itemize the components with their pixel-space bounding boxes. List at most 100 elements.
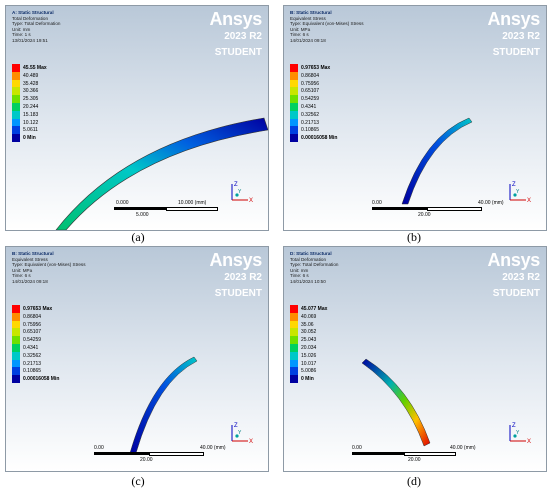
legend-swatch <box>290 118 298 127</box>
legend-swatch <box>12 367 20 376</box>
legend-value: 20.034 <box>301 344 317 351</box>
scale-left-label: 0.000 <box>116 200 129 206</box>
ansys-brand: Ansys 2023 R2 STUDENT <box>182 10 262 59</box>
scale-segment-white <box>404 452 456 456</box>
caption-a: (a) <box>131 230 145 244</box>
scale-right-label: 40.00 (mm) <box>200 445 226 451</box>
legend-value: 0.65107 <box>301 88 320 95</box>
legend-swatch <box>12 351 20 360</box>
legend-value: 0.75956 <box>23 321 42 328</box>
analysis-title: D: Static Structural <box>290 251 332 256</box>
ansys-logo: Ansys <box>209 250 262 270</box>
result-name: Equivalent Stress <box>290 15 326 21</box>
result-unit: Unit: mm <box>290 267 309 273</box>
legend-swatch <box>12 343 20 352</box>
legend-swatch <box>290 79 298 88</box>
legend-swatch <box>12 102 20 111</box>
scale-bar: 0.00 40.00 (mm) 20.00 <box>352 445 522 469</box>
legend-swatch <box>290 312 298 321</box>
ansys-version: 2023 R2 <box>224 272 262 283</box>
legend-max: 45.55 Max <box>23 65 47 71</box>
result-date: 14/01/2024 09:18 <box>290 37 326 43</box>
legend-max: 45.077 Max <box>301 306 328 312</box>
axis-triad: Z X Y <box>231 423 253 445</box>
legend-min: 0.00016058 Min <box>301 135 338 142</box>
caption-b: (b) <box>407 230 421 244</box>
legend-value: 0.21713 <box>23 360 42 367</box>
legend-swatch <box>290 336 298 344</box>
legend-swatch <box>290 343 298 352</box>
scale-bar: 0.000 10.000 (mm) 5.000 <box>114 200 218 224</box>
legend-swatch <box>12 126 20 135</box>
legend-max: 0.97653 Max <box>301 65 331 71</box>
scale-mid-label: 5.000 <box>136 212 149 218</box>
axis-x-label: X <box>249 198 253 204</box>
legend-value: 15.026 <box>301 352 317 359</box>
result-type: Type: Equivalent (von-Mises) Stress <box>290 21 364 27</box>
legend-swatch <box>290 320 298 329</box>
beam-model-b <box>401 117 473 205</box>
legend-min: 0 Min <box>23 135 36 142</box>
result-unit: Unit: MPa <box>12 267 33 273</box>
panel-a: A: Static Structural Total Deformation T… <box>5 5 269 231</box>
scale-bar: 0.00 40.00 (mm) 20.00 <box>94 445 244 469</box>
legend-swatch <box>290 359 298 368</box>
caption-c: (c) <box>131 474 145 488</box>
result-date: 14/01/2024 09:18 <box>12 278 48 284</box>
axis-z-label: Z <box>234 182 238 188</box>
legend-swatch <box>290 126 298 135</box>
scale-right-label: 10.000 (mm) <box>178 200 207 206</box>
legend-swatch <box>12 87 20 96</box>
ansys-brand: Ansys 2023 R2 STUDENT <box>182 251 262 300</box>
result-date: 13/01/2024 19:51 <box>12 37 48 43</box>
legend-swatch <box>290 305 298 313</box>
scale-segment-black <box>114 207 166 210</box>
legend-value: 0.21713 <box>301 119 320 126</box>
legend-swatch <box>290 64 298 72</box>
scale-left-label: 0.00 <box>352 445 362 451</box>
ansys-edition: STUDENT <box>214 288 262 299</box>
legend-value: 0.32562 <box>23 352 42 359</box>
legend-value: 5.0086 <box>301 368 317 375</box>
axis-x-label: X <box>249 439 253 445</box>
scale-right-label: 40.00 (mm) <box>450 445 476 451</box>
legend-swatch <box>290 95 298 103</box>
axis-y-label: Y <box>238 430 242 436</box>
legend-value: 35.06 <box>301 321 314 328</box>
scale-segment-black <box>94 452 149 455</box>
result-unit: Unit: MPa <box>290 26 311 32</box>
beam-model-c <box>129 356 198 454</box>
scale-mid-label: 20.00 <box>408 457 421 463</box>
scale-segment-black <box>352 452 404 455</box>
axis-triad: Z X Y <box>509 423 531 445</box>
scale-right-label: 40.00 (mm) <box>478 200 504 206</box>
legend-min: 0 Min <box>301 376 314 383</box>
axis-z-label: Z <box>512 423 516 429</box>
scale-segment-white <box>166 207 218 211</box>
legend-value: 30.366 <box>23 88 39 95</box>
legend-swatch <box>12 110 20 119</box>
ansys-brand: Ansys 2023 R2 STUDENT <box>460 10 540 59</box>
info-block: B: Static Structural Equivalent Stress T… <box>290 10 364 44</box>
result-time: Time: 6 s <box>290 273 309 279</box>
result-type: Type: Total Deformation <box>290 262 339 268</box>
scale-left-label: 0.00 <box>94 445 104 451</box>
legend-swatch <box>12 305 20 313</box>
legend-swatch <box>290 351 298 360</box>
legend-value: 20.244 <box>23 103 39 110</box>
legend-swatch <box>12 95 20 103</box>
legend-value: 25.043 <box>301 337 317 344</box>
legend-swatch <box>12 328 20 337</box>
ansys-version: 2023 R2 <box>224 31 262 42</box>
analysis-title: B: Static Structural <box>290 10 332 15</box>
legend-value: 10.122 <box>23 119 39 126</box>
axis-y-label: Y <box>238 189 242 195</box>
info-block: D: Static Structural Total Deformation T… <box>290 251 338 285</box>
legend-swatch <box>12 336 20 344</box>
legend-swatch <box>12 134 20 142</box>
panel-d: D: Static Structural Total Deformation T… <box>283 246 547 472</box>
ansys-edition: STUDENT <box>492 288 540 299</box>
legend-swatch <box>12 312 20 321</box>
result-name: Total Deformation <box>290 256 327 262</box>
result-unit: Unit: mm <box>12 26 31 32</box>
